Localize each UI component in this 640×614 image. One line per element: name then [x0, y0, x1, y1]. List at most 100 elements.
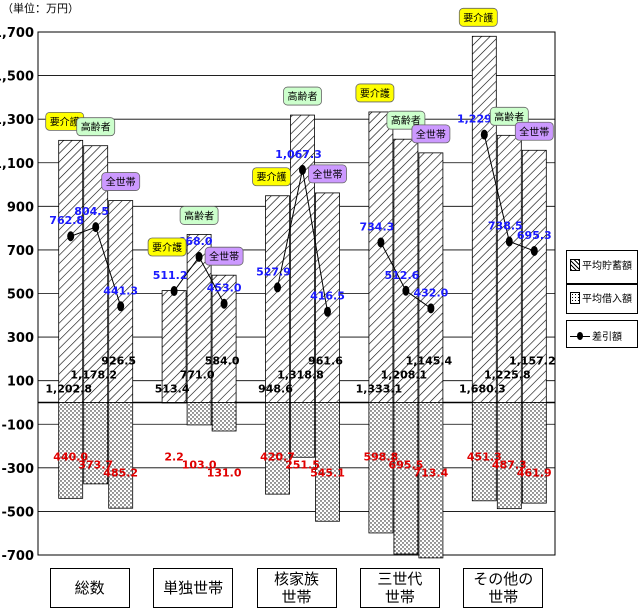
debt-label: 2.2 [164, 450, 184, 463]
legend-diff-label: 差引額 [592, 332, 622, 343]
legend-debt-label: 平均借入額 [582, 294, 632, 305]
bar-savings [521, 149, 547, 403]
debt-label: 461.9 [517, 466, 552, 479]
diff-label: 441.3 [103, 284, 138, 297]
diff-label: 695.3 [517, 229, 552, 242]
tag-label: 全世帯 [209, 250, 239, 263]
y-tick-label: 500 [7, 288, 34, 303]
savings-label: 1,202.8 [45, 382, 92, 395]
savings-label: 1,178.2 [70, 368, 117, 381]
legend-debt: 平均借入額 [566, 284, 638, 314]
y-tick-label: -700 [1, 549, 34, 564]
diff-label: 432.0 [414, 286, 449, 299]
category-label-line: 総数 [74, 579, 105, 597]
legend-diff-swatch [570, 331, 590, 341]
bar-savings [211, 274, 237, 403]
category-label-line: 世帯 [488, 588, 519, 606]
y-tick-label: 700 [7, 244, 34, 259]
bar-debt [315, 402, 340, 522]
y-tick-label: -300 [1, 462, 34, 477]
debt-label: 451.3 [467, 450, 502, 463]
tag-label: 要介護 [152, 241, 182, 254]
tag-2 [514, 121, 554, 141]
bar-savings [368, 111, 394, 403]
bar-debt [418, 402, 444, 559]
savings-label: 926.5 [101, 354, 136, 367]
savings-label: 1,157.2 [509, 354, 556, 367]
debt-label: 487.3 [492, 458, 527, 471]
debt-label: 131.0 [207, 466, 242, 479]
savings-label: 1,225.8 [484, 368, 531, 381]
tag-2 [204, 246, 244, 266]
bar-debt [368, 402, 394, 534]
y-tick-label: 300 [7, 331, 34, 346]
savings-label: 1,145.4 [406, 354, 453, 367]
savings-label: 1,680.3 [459, 382, 506, 395]
tag-label: 全世帯 [106, 176, 136, 189]
savings-label: 584.0 [205, 354, 240, 367]
tag-label: 全世帯 [519, 125, 549, 138]
bar-savings [290, 114, 315, 403]
savings-label: 1,333.1 [356, 382, 403, 395]
tag-1 [489, 106, 529, 126]
diff-label: 804.5 [74, 205, 109, 218]
legend-debt-swatch [570, 291, 580, 304]
diff-line [173, 255, 225, 304]
diff-label: 512.6 [385, 269, 420, 282]
tag-1 [76, 117, 116, 137]
debt-label: 251.5 [285, 458, 320, 471]
debt-label: 373.7 [78, 458, 113, 471]
y-tick-label: -100 [1, 418, 34, 433]
debt-label: 440.0 [53, 450, 88, 463]
debt-label: 420.7 [260, 450, 295, 463]
bar-debt [83, 402, 109, 485]
tag-label: 高齢者 [288, 90, 318, 103]
tag-2 [411, 124, 451, 144]
category-label-line: 三世代 [377, 570, 423, 588]
unit-label: （単位：万円） [2, 2, 79, 15]
bar-savings [393, 138, 419, 403]
debt-label: 545.1 [310, 466, 345, 479]
tag-1 [179, 206, 219, 225]
debt-label: 598.8 [364, 450, 399, 463]
category-label: 三世代 世帯 [359, 568, 440, 608]
category-label-line: 単独世帯 [163, 579, 224, 597]
y-tick-label: 1,100 [0, 157, 34, 172]
category-label-line: その他の [473, 570, 534, 588]
savings-label: 961.6 [308, 354, 343, 367]
tag-0 [458, 7, 498, 27]
category-label-line: 世帯 [281, 588, 312, 606]
diff-label: 738.5 [488, 220, 523, 233]
debt-label: 103.0 [182, 458, 217, 471]
bar-savings [265, 195, 290, 403]
tag-label: 全世帯 [313, 168, 343, 181]
tag-label: 高齢者 [184, 209, 214, 222]
bar-debt [290, 402, 315, 458]
bar-debt [108, 402, 134, 509]
tag-label: 要介護 [360, 87, 390, 100]
bar-savings [58, 139, 84, 403]
legend-diff: 差引額 [566, 320, 638, 348]
tag-0 [252, 167, 291, 187]
category-label-line: 核家族 [273, 570, 319, 588]
category-label: 単独世帯 [153, 568, 234, 608]
y-tick-label: 1,300 [0, 113, 34, 128]
tag-2 [308, 164, 347, 184]
debt-label: 713.4 [414, 466, 449, 479]
legend-savings-swatch [570, 258, 580, 271]
bar-savings [418, 152, 444, 403]
debt-label: 695.5 [389, 458, 424, 471]
diff-label: 453.0 [207, 282, 242, 295]
tag-kaigo-single [147, 237, 187, 257]
savings-label: 1,208.1 [381, 368, 428, 381]
bar-savings [471, 35, 497, 403]
bar-debt [393, 402, 419, 555]
tag-label: 全世帯 [416, 128, 446, 141]
category-label-line: 世帯 [384, 588, 415, 606]
diff-line [70, 226, 122, 307]
y-tick-label: -500 [1, 505, 34, 520]
legend-savings: 平均貯蓄額 [566, 250, 638, 284]
tag-0 [355, 83, 395, 103]
bar-debt [471, 402, 497, 502]
